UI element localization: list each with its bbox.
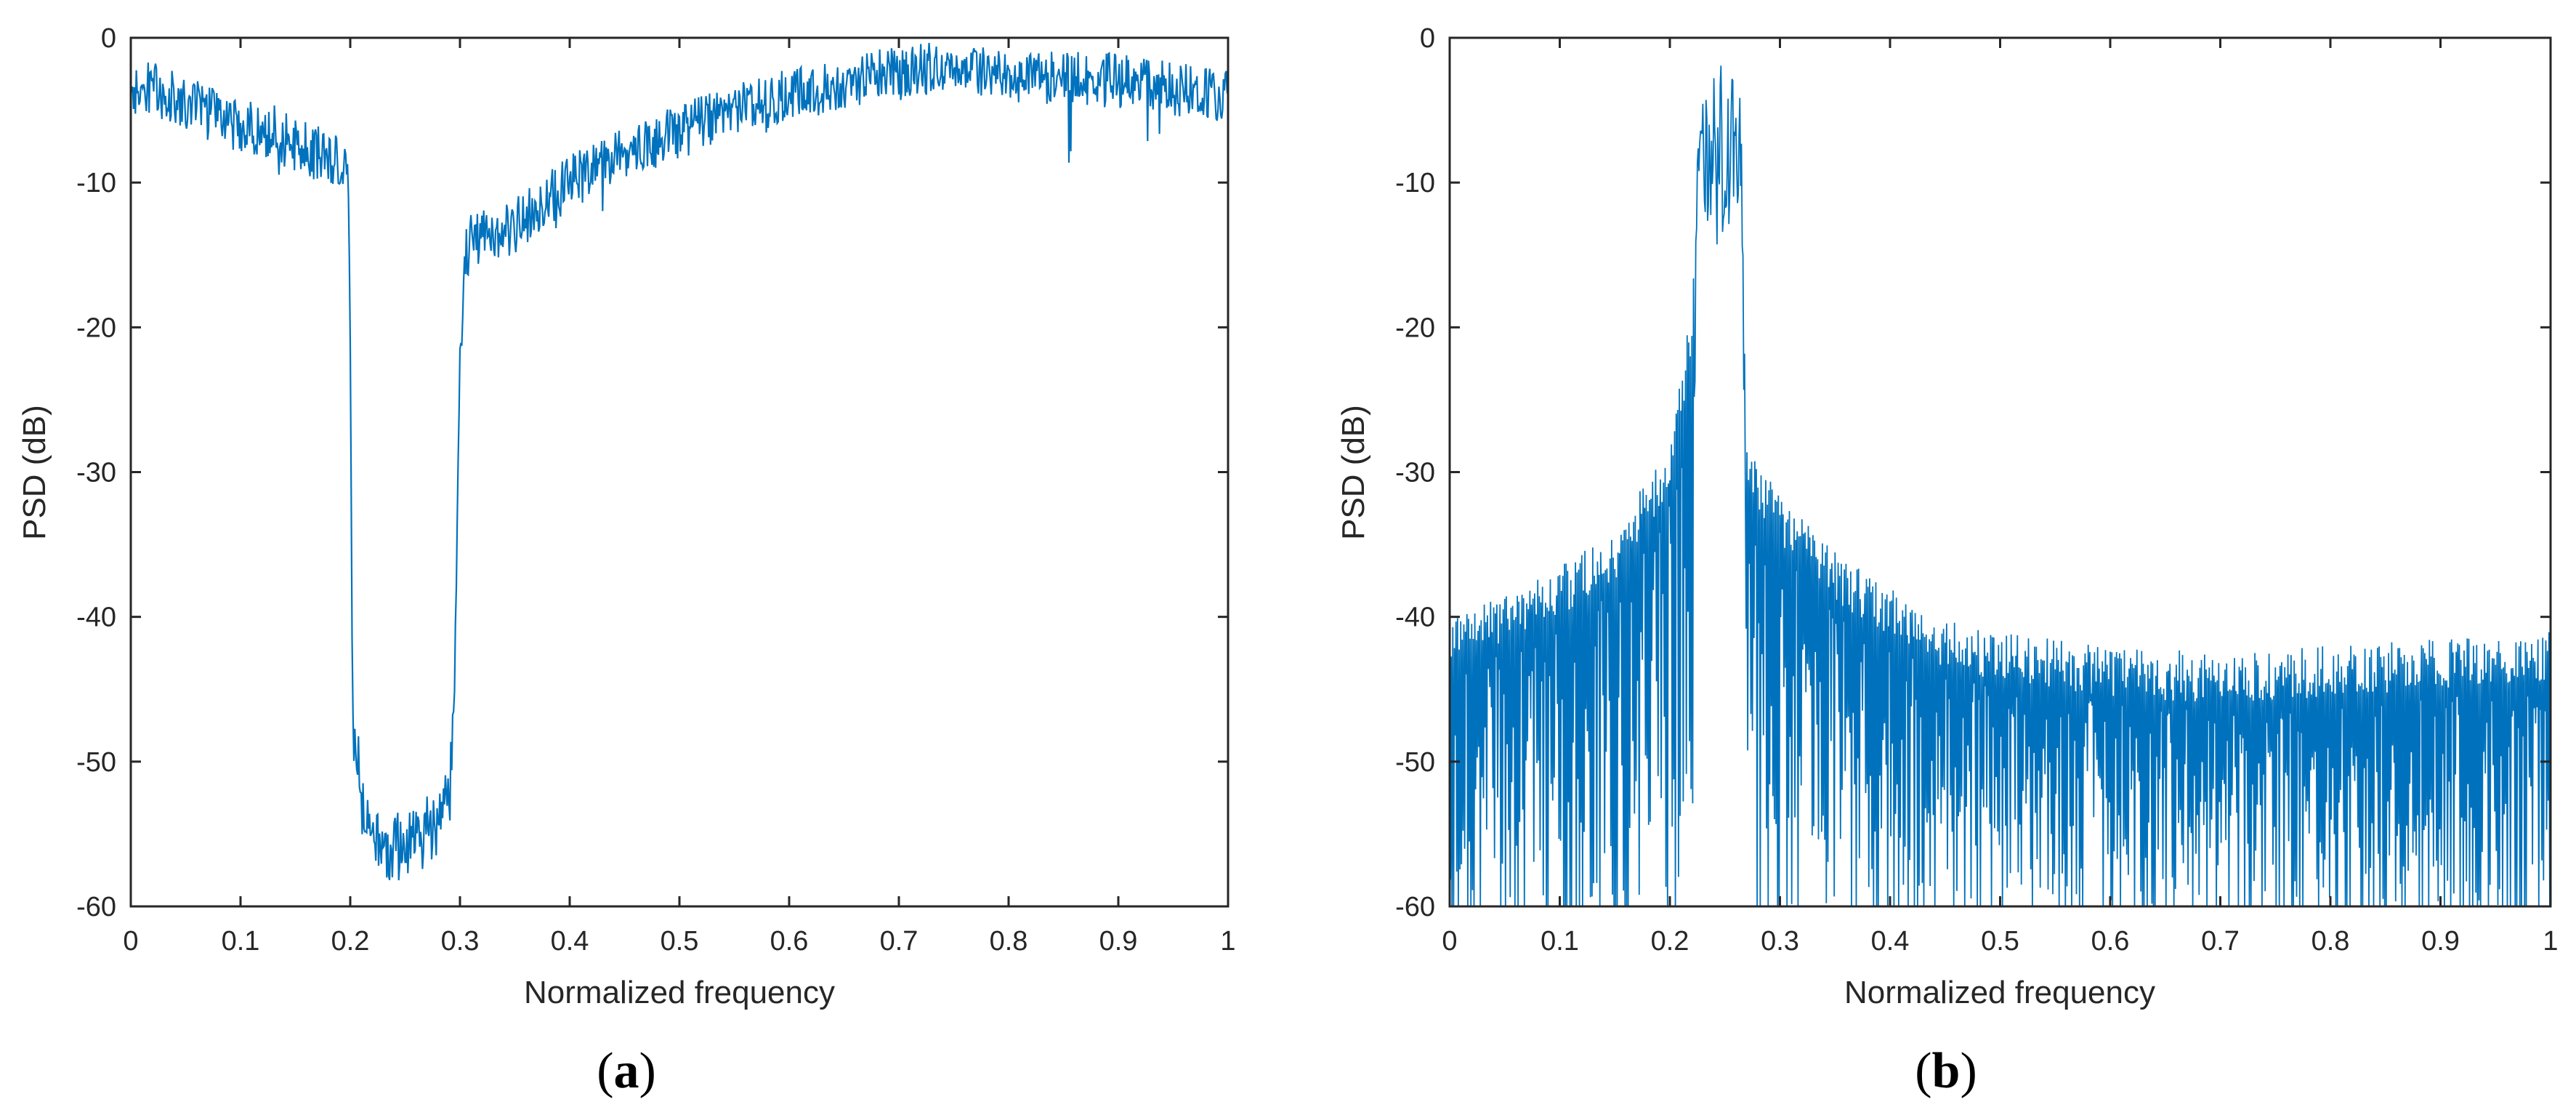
plot-a-xlabel: Normalized frequency <box>524 975 835 1010</box>
panel-a-caption: (a) <box>597 1043 656 1099</box>
x-tick-label: 0.9 <box>2421 926 2460 957</box>
plot-b-ylabel: PSD (dB) <box>1336 405 1371 540</box>
x-tick-label: 0.1 <box>1541 926 1579 957</box>
plot-a-frame <box>129 36 1230 908</box>
plot-b-xlabel: Normalized frequency <box>1844 975 2155 1010</box>
panel-a-letter: a <box>614 1043 639 1099</box>
y-tick-label: -60 <box>1395 892 1435 922</box>
psd-trace-b <box>1449 65 2551 907</box>
y-tick-label: -10 <box>76 168 116 198</box>
y-tick-label: -30 <box>1395 458 1435 488</box>
y-tick-label: -20 <box>76 313 116 343</box>
x-tick-label: 0 <box>123 926 138 957</box>
panel-a: 0 0.1 0.2 0.3 0.4 0.5 0.6 0.7 0.8 0.9 1 0 -10 -20 -30 -… <box>17 23 1236 1099</box>
y-tick-label: -50 <box>76 747 116 778</box>
x-tick-label: 0.3 <box>1761 926 1799 957</box>
x-tick-label: 0.4 <box>551 926 589 957</box>
panel-b: 0 0.1 0.2 0.3 0.4 0.5 0.6 0.7 0.8 0.9 1 0 -10 -20 -30 -… <box>1336 23 2559 1099</box>
x-tick-label: 0.4 <box>1871 926 1910 957</box>
x-tick-label: 0.8 <box>990 926 1028 957</box>
plot-a-ylabel: PSD (dB) <box>17 405 52 540</box>
plot-b-ticks: 0 0.1 0.2 0.3 0.4 0.5 0.6 0.7 0.8 0.9 1 0 -10 -20 -30 -… <box>1395 23 2558 957</box>
plot-a-ticks: 0 0.1 0.2 0.3 0.4 0.5 0.6 0.7 0.8 0.9 1 0 -10 -20 -30 -… <box>76 23 1235 957</box>
x-tick-label: 0.1 <box>222 926 260 957</box>
plot-b-traces <box>1449 65 2551 907</box>
x-tick-label: 0.6 <box>2091 926 2130 957</box>
x-tick-label: 0.8 <box>2311 926 2350 957</box>
x-tick-label: 0.3 <box>441 926 480 957</box>
plot-a-traces <box>129 42 1230 881</box>
panel-b-letter: b <box>1932 1043 1961 1099</box>
y-tick-label: -40 <box>1395 603 1435 633</box>
x-tick-label: 0.6 <box>770 926 809 957</box>
y-tick-label: -20 <box>1395 313 1435 343</box>
psd-trace-a <box>129 42 1230 881</box>
x-tick-label: 1 <box>1220 926 1235 957</box>
x-tick-label: 0 <box>1442 926 1457 957</box>
y-tick-label: -40 <box>76 603 116 633</box>
x-tick-label: 0.5 <box>661 926 699 957</box>
y-tick-label: -10 <box>1395 168 1435 198</box>
x-tick-label: 0.7 <box>880 926 918 957</box>
y-tick-label: -50 <box>1395 747 1435 778</box>
x-tick-label: 0.7 <box>2201 926 2240 957</box>
y-tick-label: -30 <box>76 458 116 488</box>
x-tick-label: 0.2 <box>331 926 370 957</box>
x-tick-label: 1 <box>2543 926 2558 957</box>
y-tick-label: 0 <box>101 23 116 54</box>
x-tick-label: 0.2 <box>1651 926 1689 957</box>
x-tick-label: 0.5 <box>1981 926 2019 957</box>
x-tick-label: 0.9 <box>1099 926 1138 957</box>
panel-b-caption: (b) <box>1915 1043 1977 1099</box>
y-tick-label: 0 <box>1420 23 1435 54</box>
y-tick-label: -60 <box>76 892 116 922</box>
